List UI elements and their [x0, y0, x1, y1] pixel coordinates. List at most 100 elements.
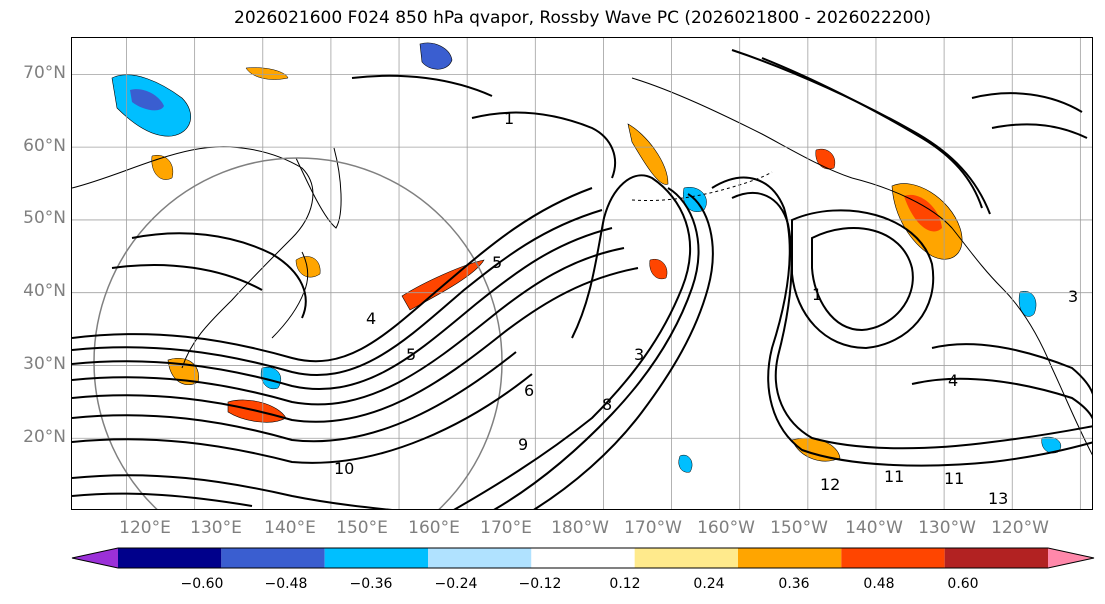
colorbar-segment	[118, 548, 222, 568]
shade-positive-patch	[815, 148, 836, 170]
shade-positive-patch	[649, 258, 668, 280]
contour-line	[72, 247, 625, 406]
coastline-alaska	[631, 77, 853, 179]
contour-label: 4	[366, 309, 376, 328]
contour-label: 4	[948, 371, 958, 390]
colorbar-outline	[71, 547, 1095, 569]
lon-label-140w: 140°W	[845, 518, 903, 538]
colorbar-segment	[324, 548, 428, 568]
contour-line	[911, 377, 1092, 420]
contour-line	[72, 227, 613, 391]
colorbar	[71, 547, 1095, 569]
aleutian-chain	[631, 171, 773, 201]
lat-label-30n: 30°N	[23, 354, 66, 374]
contour-line	[351, 74, 493, 97]
contour-line	[72, 373, 533, 464]
lon-label-120w: 120°W	[991, 518, 1049, 538]
shade-positive-core	[904, 194, 942, 232]
colorbar-segment	[738, 548, 842, 568]
map-canvas: 1 1 3 4 5 5 6 8 9 10 11 11 12 13 4 3	[72, 38, 1092, 509]
map-panel[interactable]: 1 1 3 4 5 5 6 8 9 10 11 11 12 13 4 3	[71, 37, 1093, 510]
colorbar-segment	[428, 548, 532, 568]
contour-line	[931, 343, 1092, 395]
contour-line	[111, 263, 263, 291]
shade-negative-patch	[1018, 290, 1037, 317]
contour-line	[533, 193, 714, 509]
lon-label-120e: 120°E	[119, 518, 171, 538]
lat-label-50n: 50°N	[23, 208, 66, 228]
shade-negative-patch	[419, 42, 453, 70]
contour-line	[991, 123, 1088, 139]
colorbar-tick: −0.60	[180, 576, 224, 592]
contour-line	[971, 92, 1083, 113]
lon-label-160w: 160°W	[697, 518, 755, 538]
lon-label-160e: 160°E	[408, 518, 460, 538]
shade-positive-patch	[295, 256, 321, 278]
contour-line	[72, 492, 253, 507]
shade-negative-patch	[678, 454, 693, 473]
lat-label-40n: 40°N	[23, 281, 66, 301]
lat-label-60n: 60°N	[23, 136, 66, 156]
colorbar-segment	[221, 548, 325, 568]
lat-label-20n: 20°N	[23, 427, 66, 447]
contour-label: 9	[518, 435, 528, 454]
shade-positive-patch	[627, 123, 669, 185]
contour-line	[493, 187, 700, 509]
contour-line	[72, 267, 639, 423]
contour-label: 10	[334, 459, 354, 478]
lon-label-150e: 150°E	[336, 518, 388, 538]
colorbar-segment	[944, 548, 1048, 568]
contour-line	[761, 57, 983, 209]
colorbar-segment	[72, 548, 118, 568]
colorbar-tick: 0.12	[609, 576, 641, 592]
colorbar-segment	[531, 548, 635, 568]
colorbar-tick: −0.24	[434, 576, 478, 592]
lon-label-180w: 180°W	[551, 518, 609, 538]
contour-label: 12	[820, 475, 840, 494]
shade-negative-patch	[1041, 436, 1062, 454]
contour-line	[72, 474, 393, 509]
colorbar-segment	[634, 548, 738, 568]
colorbar-tick: −0.36	[349, 576, 393, 592]
contour-line	[731, 192, 1092, 450]
coastlines	[72, 77, 1092, 456]
contour-label: 5	[492, 253, 502, 272]
contour-lines	[72, 49, 1092, 509]
lon-label-140e: 140°E	[264, 518, 316, 538]
contour-line	[471, 111, 617, 179]
lon-label-170e: 170°E	[480, 518, 532, 538]
contour-label: 6	[524, 381, 534, 400]
contour-label: 11	[944, 469, 964, 488]
contour-line	[811, 227, 914, 332]
colorbar-tick: 0.48	[863, 576, 895, 592]
colorbar-segment	[841, 548, 945, 568]
colorbar-tick: 0.36	[778, 576, 810, 592]
contour-label: 11	[884, 467, 904, 486]
contour-label: 1	[504, 109, 514, 128]
contour-label: 3	[1068, 287, 1078, 306]
colorbar-segment	[1048, 548, 1094, 568]
map-title: 2026021600 F024 850 hPa qvapor, Rossby W…	[234, 8, 931, 28]
colorbar-tick: 0.60	[947, 576, 979, 592]
contour-line	[731, 49, 991, 215]
colorbar-tick: −0.48	[264, 576, 308, 592]
shade-negative-core	[130, 89, 164, 111]
contour-label: 5	[406, 345, 416, 364]
coastline-kamchatka	[295, 147, 342, 229]
contour-label: 8	[602, 395, 612, 414]
contour-label: 3	[634, 345, 644, 364]
lon-label-170w: 170°W	[624, 518, 682, 538]
contour-labels: 1 1 3 4 5 5 6 8 9 10 11 11 12 13 4 3	[334, 109, 1078, 508]
contour-line	[72, 187, 593, 363]
colorbar-tick: 0.24	[693, 576, 725, 592]
contour-line	[72, 209, 603, 377]
contour-label: 1	[812, 285, 822, 304]
shade-positive-patch	[151, 154, 174, 180]
contour-line	[453, 174, 691, 509]
contour-line	[131, 232, 307, 319]
colorbar-tick: −0.12	[518, 576, 562, 592]
contour-line	[711, 176, 1092, 467]
contour-line	[791, 209, 935, 350]
lon-label-130w: 130°W	[918, 518, 976, 538]
lon-label-130e: 130°E	[190, 518, 242, 538]
